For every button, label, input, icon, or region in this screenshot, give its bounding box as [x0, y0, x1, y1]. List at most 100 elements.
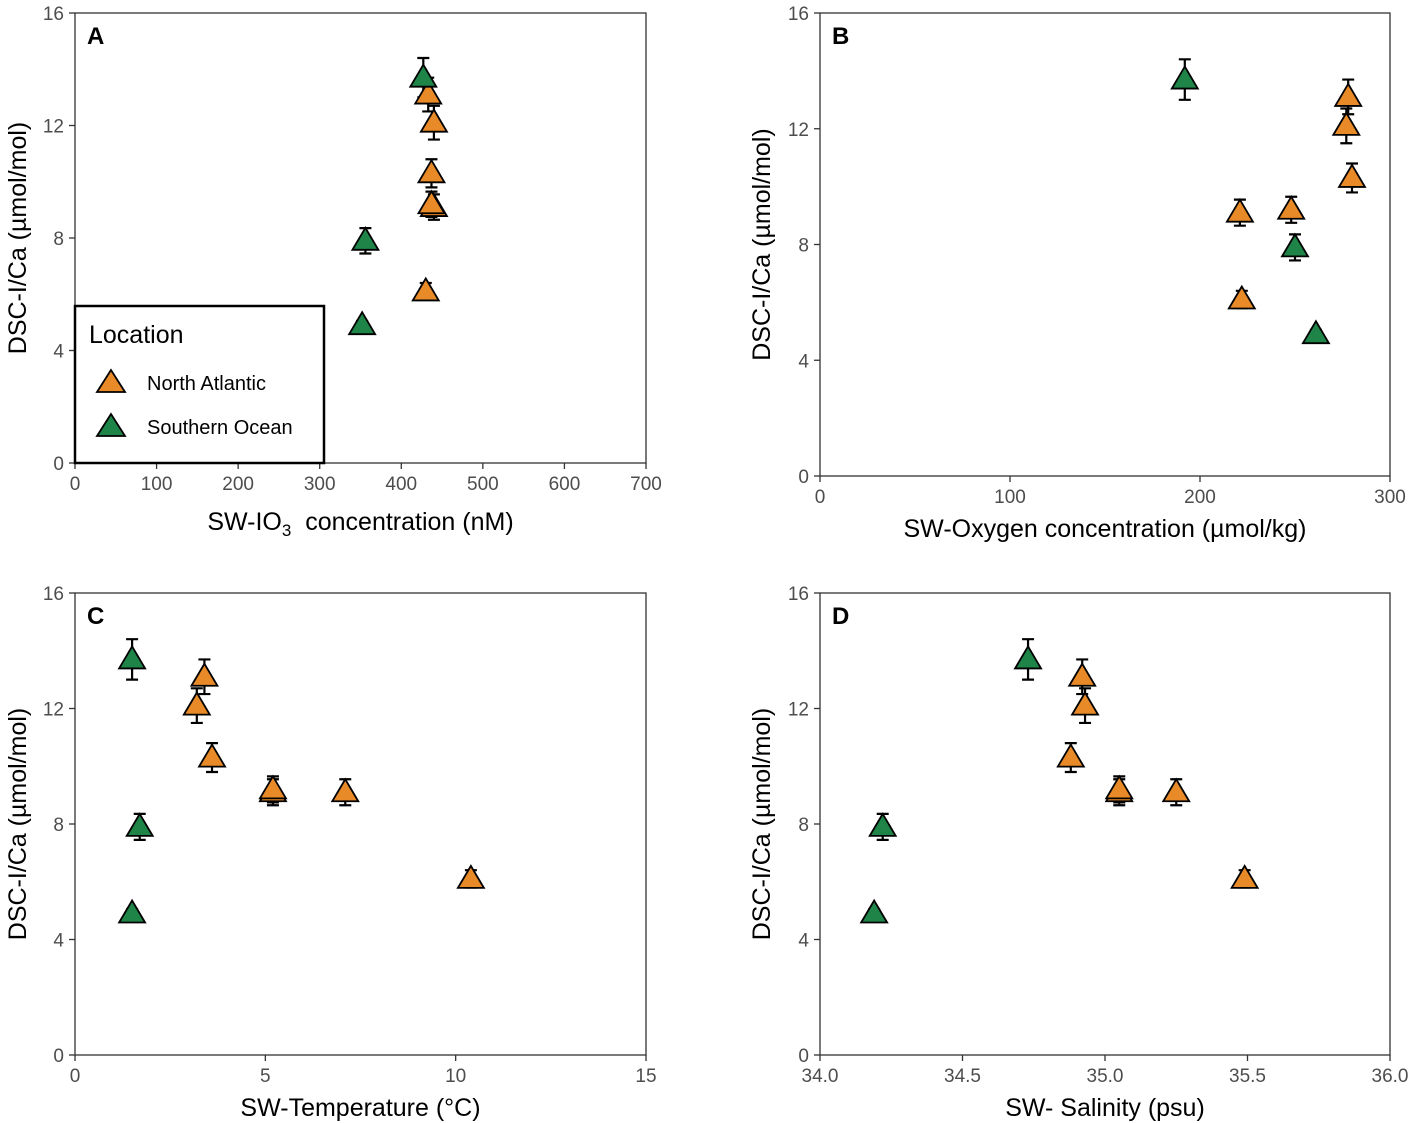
x-tick-label-b: 0: [815, 487, 826, 508]
x-tick-label-a: 100: [141, 474, 173, 495]
y-tick-label-b: 16: [788, 4, 809, 25]
legend-label-north-atlantic: North Atlantic: [147, 373, 266, 395]
y-tick-label-d: 16: [788, 584, 809, 605]
data-point-north-atlantic-c: [456, 864, 486, 889]
y-tick-label-b: 4: [798, 351, 809, 372]
data-point-north-atlantic-c: [330, 777, 360, 803]
panel-letter-d: D: [832, 603, 849, 630]
legend-key-southern-ocean-icon: [95, 412, 127, 437]
y-axis-title-c: DSC-I/Ca (µmol/mol): [4, 708, 32, 940]
x-tick-label-d: 35.0: [1087, 1066, 1124, 1087]
x-tick-label-a: 500: [467, 474, 499, 495]
panel-d: 34.0 34.5 35.0 35.5 36.0 0 4 8 12 16 DSC-I/Ca (µmo…: [748, 584, 1408, 1122]
x-tick-label-b: 100: [994, 487, 1026, 508]
data-point-southern-ocean-c: [117, 898, 147, 924]
x-tick-label-a: 400: [385, 474, 417, 495]
x-tick-label-b: 200: [1184, 487, 1216, 508]
data-point-north-atlantic-a: [416, 189, 447, 215]
y-tick-label-a: 8: [53, 229, 64, 250]
y-tick-label-a: 16: [43, 4, 64, 25]
y-tick-label-c: 16: [43, 584, 64, 605]
legend-title: Location: [89, 321, 184, 349]
data-point-north-atlantic-b: [1225, 197, 1255, 223]
panel-a: 0 100 200 300 400 500 600 700 0 4 8 12 16 DSC-I/Ca (µ…: [4, 4, 662, 540]
panel-c: 0 5 10 15 0 4 8 12 16 DSC-I/Ca (µmol/mol) SW-Tempe…: [4, 584, 657, 1122]
y-tick-label-c: 8: [53, 815, 64, 836]
data-point-southern-ocean-c: [125, 812, 155, 837]
data-point-southern-ocean-d: [1013, 644, 1043, 670]
y-tick-label-a: 0: [53, 454, 64, 475]
data-point-north-atlantic-d: [1067, 661, 1097, 687]
x-tick-label-d: 36.0: [1372, 1066, 1409, 1087]
x-tick-label-a: 700: [630, 474, 662, 495]
y-tick-label-d: 8: [798, 815, 809, 836]
y-tick-label-b: 8: [798, 236, 809, 257]
data-point-north-atlantic-b: [1333, 82, 1363, 107]
data-point-north-atlantic-d: [1070, 690, 1100, 716]
x-tick-label-c: 10: [445, 1066, 466, 1087]
y-tick-label-d: 12: [788, 700, 809, 721]
data-point-north-atlantic-d: [1230, 864, 1260, 889]
panel-letter-b: B: [832, 23, 849, 50]
y-tick-label-d: 4: [798, 931, 809, 952]
x-axis-title-a: SW-IO3 concentration (nM): [207, 508, 513, 540]
plot-frame-b: [819, 12, 1391, 477]
panel-b: 0 100 200 300 0 4 8 12 16 DSC-I/Ca (µmol/mol) SW-O…: [748, 4, 1406, 543]
data-point-north-atlantic-c: [189, 661, 220, 687]
x-tick-label-d: 35.5: [1229, 1066, 1266, 1087]
data-point-southern-ocean-b: [1280, 232, 1310, 258]
y-tick-label-a: 12: [43, 117, 64, 138]
data-point-southern-ocean-a: [347, 310, 377, 336]
x-tick-label-c: 0: [70, 1066, 81, 1087]
data-point-north-atlantic-b: [1227, 284, 1257, 310]
y-tick-label-a: 4: [53, 342, 64, 363]
panel-letter-a: A: [87, 23, 104, 50]
data-point-north-atlantic-b: [1331, 111, 1361, 136]
legend-key-north-atlantic-icon: [95, 368, 127, 393]
y-tick-label-c: 4: [53, 931, 64, 952]
y-axis-title-b: DSC-I/Ca (µmol/mol): [748, 128, 776, 360]
data-point-north-atlantic-b: [1337, 163, 1367, 188]
legend-label-southern-ocean: Southern Ocean: [147, 417, 293, 439]
data-point-southern-ocean-d: [859, 898, 889, 924]
y-axis-title-a: DSC-I/Ca (µmol/mol): [4, 122, 32, 354]
data-point-southern-ocean-c: [117, 644, 147, 670]
x-tick-label-d: 34.5: [944, 1066, 981, 1087]
data-point-southern-ocean-d: [868, 812, 898, 837]
x-axis-title-d: SW- Salinity (psu): [1005, 1094, 1205, 1122]
data-point-north-atlantic-a: [411, 276, 441, 302]
data-point-north-atlantic-c: [258, 774, 288, 800]
panel-letter-c: C: [87, 603, 104, 630]
x-tick-label-d: 34.0: [802, 1066, 839, 1087]
x-tick-label-c: 5: [260, 1066, 271, 1087]
x-axis-title-b: SW-Oxygen concentration (µmol/kg): [904, 515, 1307, 543]
data-point-north-atlantic-c: [197, 742, 227, 768]
x-tick-label-a: 600: [549, 474, 581, 495]
y-tick-label-c: 12: [43, 700, 64, 721]
data-point-southern-ocean-a: [350, 226, 380, 251]
plot-frame-c: [74, 592, 647, 1056]
data-point-north-atlantic-c: [182, 690, 212, 716]
y-tick-label-b: 0: [798, 467, 809, 488]
x-tick-label-b: 300: [1374, 487, 1406, 508]
y-tick-label-b: 12: [788, 120, 809, 141]
x-tick-label-a: 200: [222, 474, 254, 495]
data-point-north-atlantic-d: [1161, 777, 1191, 803]
data-point-north-atlantic-d: [1056, 742, 1086, 768]
x-axis-title-c: SW-Temperature (°C): [240, 1094, 480, 1122]
data-point-southern-ocean-b: [1301, 319, 1331, 345]
data-point-north-atlantic-a: [416, 158, 447, 184]
legend: Location North Atlantic Southern Ocean: [73, 304, 326, 465]
plot-frame-d: [819, 592, 1391, 1056]
data-point-southern-ocean-b: [1170, 64, 1200, 90]
data-point-north-atlantic-b: [1276, 195, 1306, 220]
y-axis-title-d: DSC-I/Ca (µmol/mol): [748, 708, 776, 940]
data-point-southern-ocean-a: [408, 62, 438, 88]
data-point-north-atlantic-a: [419, 107, 449, 133]
data-point-north-atlantic-d: [1104, 774, 1134, 800]
x-tick-label-a: 300: [304, 474, 336, 495]
y-tick-label-c: 0: [53, 1046, 64, 1067]
y-tick-label-d: 0: [798, 1046, 809, 1067]
